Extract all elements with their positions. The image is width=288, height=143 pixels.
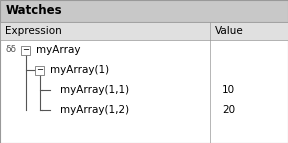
Text: myArray(1,2): myArray(1,2): [60, 105, 129, 115]
Text: −: −: [36, 65, 43, 75]
Bar: [35, 65, 44, 75]
Text: myArray(1,1): myArray(1,1): [60, 85, 129, 95]
Bar: [0, 22, 288, 40]
Text: Expression: Expression: [5, 26, 62, 36]
Bar: [21, 45, 30, 54]
Text: myArray: myArray: [36, 45, 81, 55]
Text: −: −: [22, 45, 29, 54]
Text: 10: 10: [222, 85, 235, 95]
Text: δδ: δδ: [5, 45, 16, 54]
Text: Value: Value: [215, 26, 244, 36]
Text: Watches: Watches: [6, 4, 62, 17]
Text: 20: 20: [222, 105, 235, 115]
Text: myArray(1): myArray(1): [50, 65, 109, 75]
Bar: [0, 22, 288, 143]
Bar: [0, 0, 288, 22]
